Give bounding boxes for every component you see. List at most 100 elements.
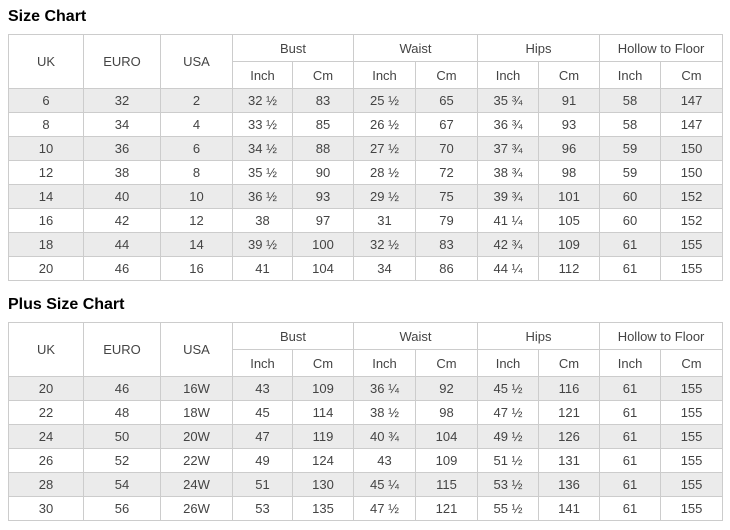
table-cell: 88 xyxy=(291,136,355,161)
table-row: 24 50 20W 47 119 40 ¾ 104 49 ½ 126 61 155 xyxy=(8,424,724,449)
table-cell: 90 xyxy=(291,160,355,185)
table-cell: 104 xyxy=(291,256,355,281)
table-cell: 59 xyxy=(599,160,662,185)
table-cell: 60 xyxy=(599,208,662,233)
table-row: 26 52 22W 49 124 43 109 51 ½ 131 61 155 xyxy=(8,448,724,473)
table-cell: 38 ¾ xyxy=(477,160,540,185)
table-cell: 58 xyxy=(599,88,662,113)
table-cell: 40 ¾ xyxy=(353,424,417,449)
table-cell: 32 xyxy=(83,88,161,113)
table-cell: 31 xyxy=(353,208,417,233)
table-cell: 86 xyxy=(415,256,479,281)
subheader-inch: Inch xyxy=(232,349,293,377)
column-header-usa: USA xyxy=(160,34,233,89)
subheader-cm: Cm xyxy=(291,349,355,377)
table-cell: 41 ¼ xyxy=(477,208,540,233)
column-header-uk: UK xyxy=(8,322,84,377)
table-cell: 36 ½ xyxy=(232,184,293,209)
subheader-inch: Inch xyxy=(477,349,540,377)
table-cell: 20 xyxy=(8,376,84,401)
table-cell: 141 xyxy=(538,496,601,521)
table-cell: 105 xyxy=(538,208,601,233)
table-cell: 10 xyxy=(8,136,84,161)
table-cell: 112 xyxy=(538,256,601,281)
column-header-bust: Bust xyxy=(231,322,355,350)
table-row: 22 48 18W 45 114 38 ½ 98 47 ½ 121 61 155 xyxy=(8,400,724,425)
table-cell: 26 ½ xyxy=(353,112,417,137)
table-cell: 155 xyxy=(660,496,724,521)
subheader-inch: Inch xyxy=(599,61,662,89)
table-cell: 79 xyxy=(415,208,479,233)
subheader-row: Inch Cm Inch Cm Inch Cm Inch Cm xyxy=(9,61,724,89)
table-cell: 25 ½ xyxy=(353,88,417,113)
table-cell: 36 ¾ xyxy=(477,112,540,137)
table-cell: 46 xyxy=(83,376,161,401)
table-cell: 93 xyxy=(291,184,355,209)
table-cell: 75 xyxy=(415,184,479,209)
subheader-inch: Inch xyxy=(599,349,662,377)
table-cell: 24W xyxy=(160,472,233,497)
subheader-cm: Cm xyxy=(538,349,601,377)
table-cell: 61 xyxy=(599,256,662,281)
table-cell: 28 ½ xyxy=(353,160,417,185)
table-cell: 152 xyxy=(660,184,724,209)
subheader-cm: Cm xyxy=(538,61,601,89)
table-cell: 96 xyxy=(538,136,601,161)
size-chart-table: UK EURO USA Bust Waist Hips Hollow to Floor Inc… xyxy=(8,34,724,281)
table-cell: 38 ½ xyxy=(353,400,417,425)
subheader-cm: Cm xyxy=(291,61,355,89)
table-cell: 40 xyxy=(83,184,161,209)
table-cell: 32 ½ xyxy=(232,88,293,113)
table-cell: 119 xyxy=(291,424,355,449)
table-row: 14 40 10 36 ½ 93 29 ½ 75 39 ¾ 101 60 152 xyxy=(8,184,724,209)
table-cell: 49 xyxy=(232,448,293,473)
table-cell: 155 xyxy=(660,400,724,425)
table-cell: 83 xyxy=(415,232,479,257)
column-header-waist: Waist xyxy=(353,322,479,350)
table-cell: 32 ½ xyxy=(353,232,417,257)
table-cell: 109 xyxy=(538,232,601,257)
table-cell: 20W xyxy=(160,424,233,449)
table-cell: 155 xyxy=(660,376,724,401)
table-cell: 33 ½ xyxy=(232,112,293,137)
table-cell: 85 xyxy=(291,112,355,137)
subheader-cm: Cm xyxy=(415,61,479,89)
table-cell: 42 xyxy=(83,208,161,233)
size-chart-section: Size Chart UK EURO USA Bust Waist Hips Hollow … xyxy=(8,7,724,281)
table-cell: 98 xyxy=(538,160,601,185)
table-row: 8 34 4 33 ½ 85 26 ½ 67 36 ¾ 93 58 147 xyxy=(8,112,724,137)
table-cell: 6 xyxy=(8,88,84,113)
table-cell: 20 xyxy=(8,256,84,281)
table-cell: 97 xyxy=(291,208,355,233)
plus-size-chart-title: Plus Size Chart xyxy=(8,296,125,313)
table-cell: 2 xyxy=(160,88,233,113)
table-cell: 130 xyxy=(291,472,355,497)
table-cell: 42 ¾ xyxy=(477,232,540,257)
table-cell: 12 xyxy=(160,208,233,233)
table-cell: 16 xyxy=(8,208,84,233)
table-cell: 14 xyxy=(160,232,233,257)
table-cell: 6 xyxy=(160,136,233,161)
table-cell: 53 ½ xyxy=(477,472,540,497)
column-header-waist: Waist xyxy=(353,34,479,62)
table-cell: 50 xyxy=(83,424,161,449)
column-header-uk: UK xyxy=(8,34,84,89)
table-cell: 61 xyxy=(599,424,662,449)
subheader-inch: Inch xyxy=(477,61,540,89)
table-cell: 16 xyxy=(160,256,233,281)
table-cell: 109 xyxy=(415,448,479,473)
table-cell: 115 xyxy=(415,472,479,497)
table-cell: 30 xyxy=(8,496,84,521)
table-cell: 47 ½ xyxy=(353,496,417,521)
table-cell: 55 ½ xyxy=(477,496,540,521)
table-cell: 121 xyxy=(538,400,601,425)
table-cell: 65 xyxy=(415,88,479,113)
table-row: 20 46 16W 43 109 36 ¼ 92 45 ½ 116 61 155 xyxy=(8,376,724,401)
table-row: 28 54 24W 51 130 45 ¼ 115 53 ½ 136 61 155 xyxy=(8,472,724,497)
table-row: 6 32 2 32 ½ 83 25 ½ 65 35 ¾ 91 58 147 xyxy=(8,88,724,113)
table-cell: 91 xyxy=(538,88,601,113)
table-cell: 152 xyxy=(660,208,724,233)
subheader-inch: Inch xyxy=(353,349,417,377)
column-header-euro: EURO xyxy=(83,34,161,89)
table-cell: 26W xyxy=(160,496,233,521)
